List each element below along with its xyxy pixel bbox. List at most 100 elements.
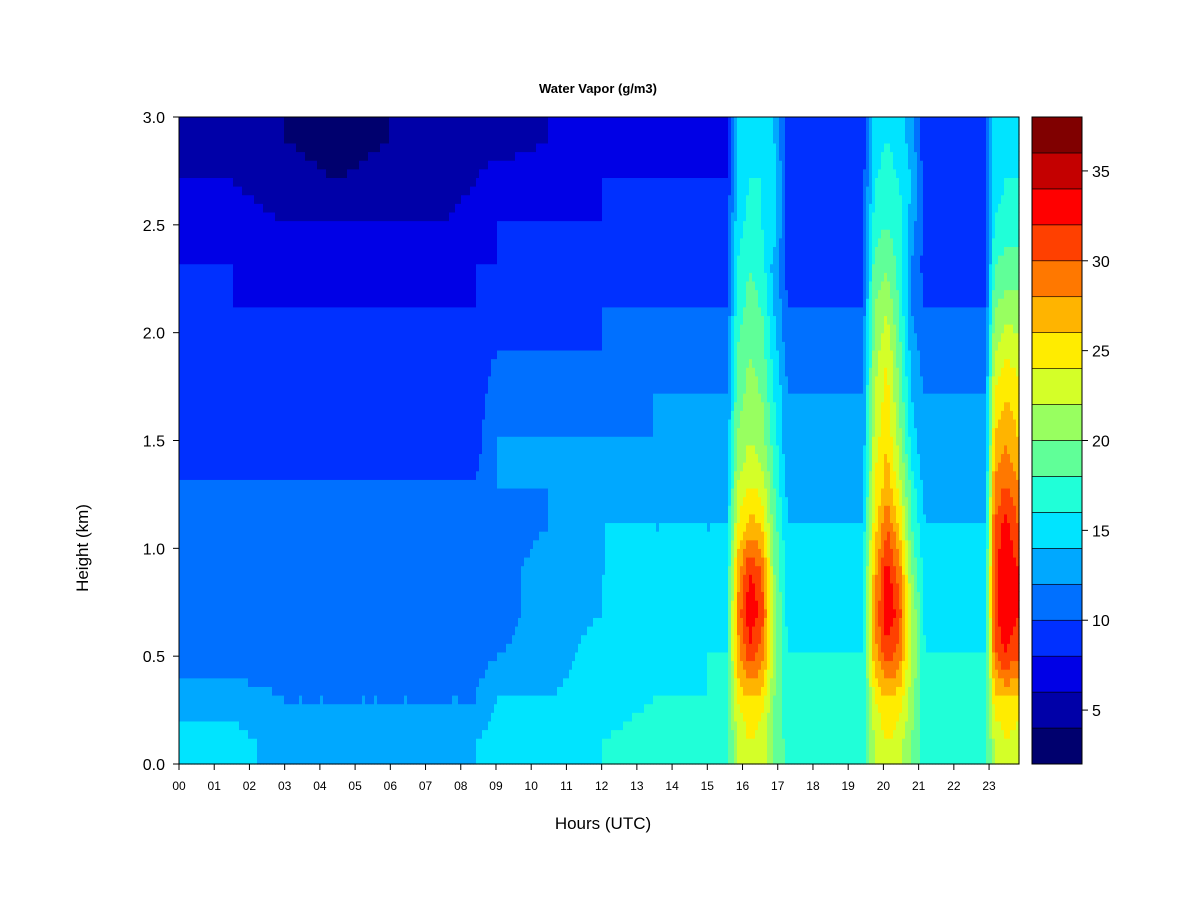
heatmap-cell: [227, 436, 231, 446]
heatmap-cell: [206, 755, 210, 765]
heatmap-cell: [218, 522, 222, 532]
heatmap-cell: [215, 746, 219, 756]
heatmap-cell: [260, 574, 264, 584]
heatmap-cell: [218, 634, 222, 644]
heatmap-cell: [239, 263, 243, 273]
heatmap-cell: [185, 703, 189, 713]
heatmap-cell: [230, 117, 234, 127]
heatmap-cell: [203, 470, 207, 480]
heatmap-cell: [218, 358, 222, 368]
heatmap-cell: [191, 229, 195, 239]
heatmap-cell: [194, 160, 198, 170]
heatmap-cell: [221, 229, 225, 239]
heatmap-cell: [179, 117, 183, 127]
heatmap-cell: [182, 574, 186, 584]
heatmap-cell: [194, 229, 198, 239]
heatmap-cell: [191, 272, 195, 282]
heatmap-cell: [251, 539, 255, 549]
heatmap-cell: [242, 315, 246, 325]
heatmap-cell: [203, 608, 207, 618]
heatmap-cell: [203, 755, 207, 765]
heatmap-cell: [233, 651, 237, 662]
heatmap-cell: [242, 643, 246, 653]
heatmap-cell: [179, 548, 183, 558]
heatmap-cell: [227, 272, 231, 282]
heatmap-cell: [191, 125, 195, 135]
heatmap-cell: [257, 151, 261, 161]
heatmap-cell: [206, 125, 210, 135]
heatmap-cell: [227, 194, 231, 204]
heatmap-cell: [206, 643, 210, 653]
heatmap-cell: [200, 125, 204, 135]
heatmap-cell: [227, 349, 231, 360]
heatmap-cell: [257, 358, 261, 368]
heatmap-cell: [251, 677, 255, 687]
heatmap-cell: [224, 255, 228, 265]
heatmap-cell: [215, 151, 219, 161]
heatmap-cell: [182, 117, 186, 127]
heatmap-cell: [191, 134, 195, 144]
heatmap-cell: [215, 522, 219, 532]
heatmap-cell: [218, 444, 222, 455]
heatmap-cell: [185, 651, 189, 662]
heatmap-cell: [257, 617, 261, 627]
heatmap-cell: [212, 479, 216, 489]
heatmap-cell: [221, 436, 225, 446]
heatmap-cell: [227, 720, 231, 731]
heatmap-cell: [215, 324, 219, 334]
heatmap-cell: [233, 738, 237, 748]
heatmap-cell: [191, 211, 195, 222]
heatmap-cell: [191, 548, 195, 558]
heatmap-cell: [182, 203, 186, 213]
heatmap-cell: [245, 591, 249, 601]
heatmap-cell: [185, 306, 189, 317]
heatmap-cell: [212, 237, 216, 247]
heatmap-cell: [182, 496, 186, 506]
heatmap-cell: [230, 444, 234, 455]
heatmap-cell: [227, 582, 231, 593]
heatmap-cell: [251, 186, 255, 196]
heatmap-cell: [227, 746, 231, 756]
heatmap-cell: [251, 332, 255, 342]
heatmap-cell: [254, 531, 258, 541]
heatmap-cell: [179, 375, 183, 386]
heatmap-cell: [239, 341, 243, 351]
heatmap-cell: [251, 349, 255, 360]
heatmap-cell: [188, 418, 192, 429]
heatmap-cell: [203, 272, 207, 282]
heatmap-cell: [254, 712, 258, 722]
heatmap-cell: [218, 625, 222, 636]
heatmap-cell: [251, 479, 255, 489]
heatmap-cell: [212, 160, 216, 170]
heatmap-cell: [227, 625, 231, 636]
heatmap-cell: [197, 625, 201, 636]
heatmap-cell: [257, 298, 261, 308]
heatmap-cell: [212, 462, 216, 472]
heatmap-cell: [197, 565, 201, 575]
heatmap-cell: [239, 462, 243, 472]
heatmap-cell: [185, 341, 189, 351]
heatmap-cell: [188, 470, 192, 480]
heatmap-cell: [194, 582, 198, 593]
heatmap-cell: [230, 738, 234, 748]
heatmap-cell: [224, 462, 228, 472]
heatmap-cell: [245, 625, 249, 636]
heatmap-cell: [212, 349, 216, 360]
heatmap-cell: [206, 444, 210, 455]
heatmap-cell: [182, 384, 186, 394]
heatmap-cell: [185, 177, 189, 187]
heatmap-cell: [188, 591, 192, 601]
heatmap-cell: [233, 427, 237, 437]
heatmap-cell: [260, 651, 264, 662]
heatmap-cell: [194, 505, 198, 515]
heatmap-cell: [257, 634, 261, 644]
heatmap-cell: [215, 625, 219, 636]
heatmap-cell: [251, 746, 255, 756]
heatmap-cell: [242, 660, 246, 670]
heatmap-cell: [236, 341, 240, 351]
heatmap-cell: [185, 194, 189, 204]
heatmap-cell: [230, 625, 234, 636]
heatmap-cell: [236, 125, 240, 135]
heatmap-cell: [239, 531, 243, 541]
heatmap-cell: [206, 548, 210, 558]
